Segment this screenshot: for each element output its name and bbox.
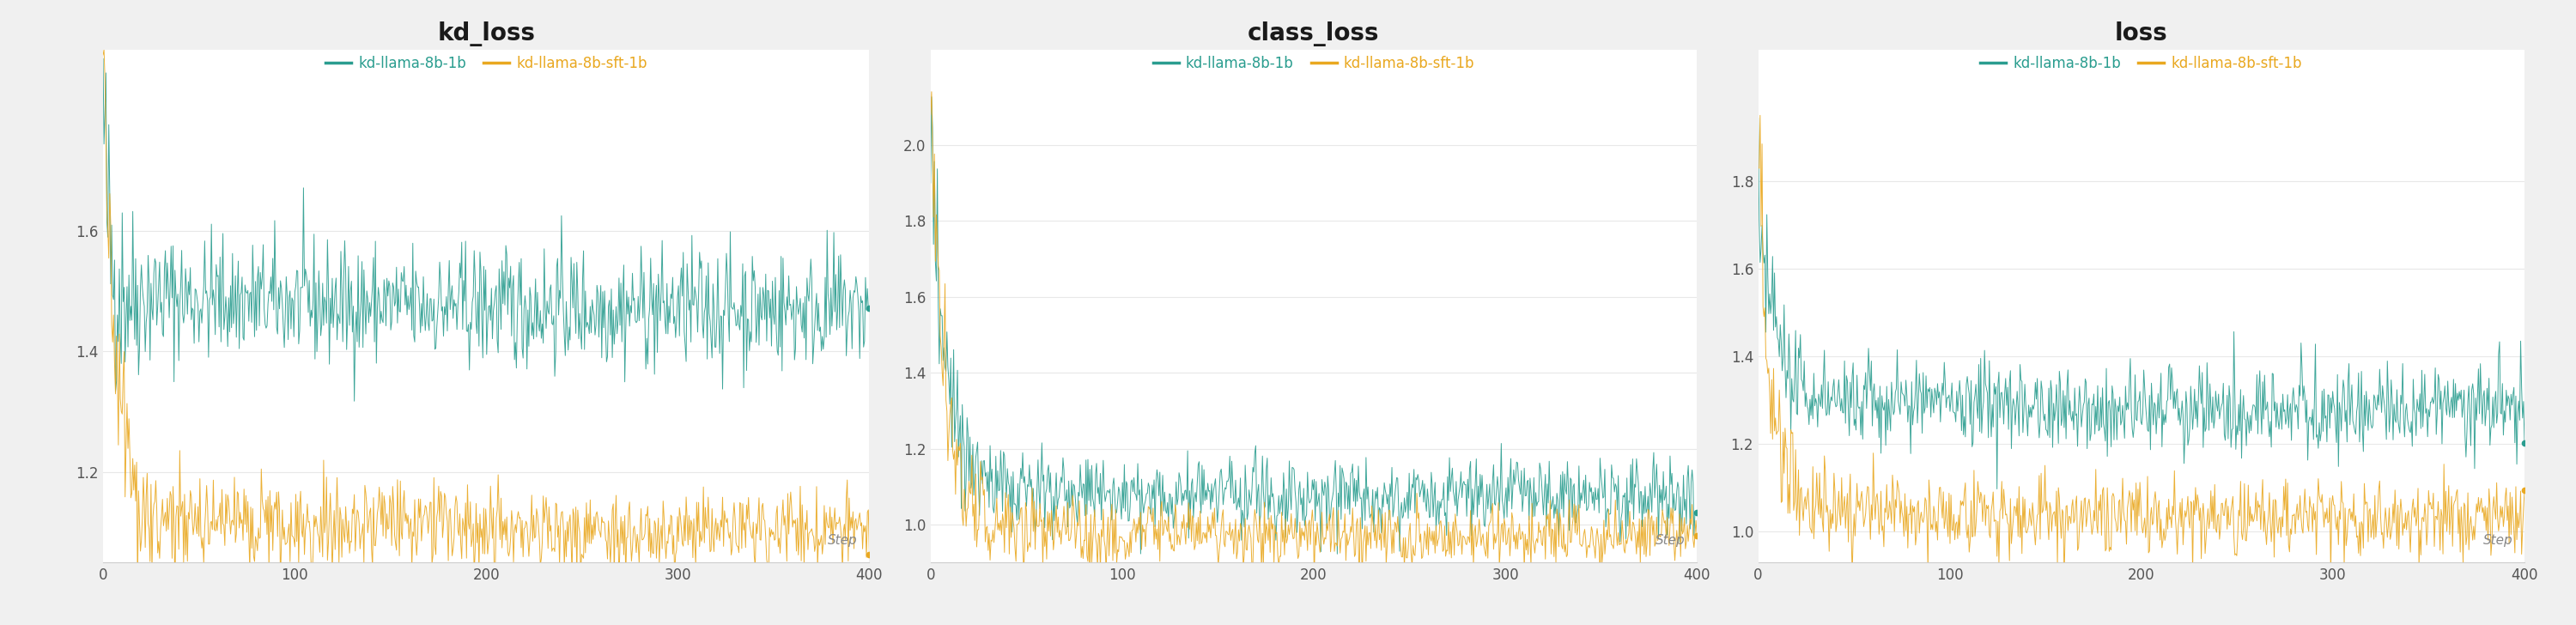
Title: loss: loss (2115, 22, 2169, 46)
Title: class_loss: class_loss (1247, 22, 1381, 46)
Title: kd_loss: kd_loss (438, 22, 536, 46)
Text: Step: Step (1656, 534, 1685, 547)
Legend: kd-llama-8b-1b, kd-llama-8b-sft-1b: kd-llama-8b-1b, kd-llama-8b-sft-1b (1976, 50, 2308, 77)
Legend: kd-llama-8b-1b, kd-llama-8b-sft-1b: kd-llama-8b-1b, kd-llama-8b-sft-1b (1146, 50, 1481, 77)
Text: Step: Step (827, 534, 858, 547)
Legend: kd-llama-8b-1b, kd-llama-8b-sft-1b: kd-llama-8b-1b, kd-llama-8b-sft-1b (319, 50, 652, 77)
Text: Step: Step (2483, 534, 2514, 547)
